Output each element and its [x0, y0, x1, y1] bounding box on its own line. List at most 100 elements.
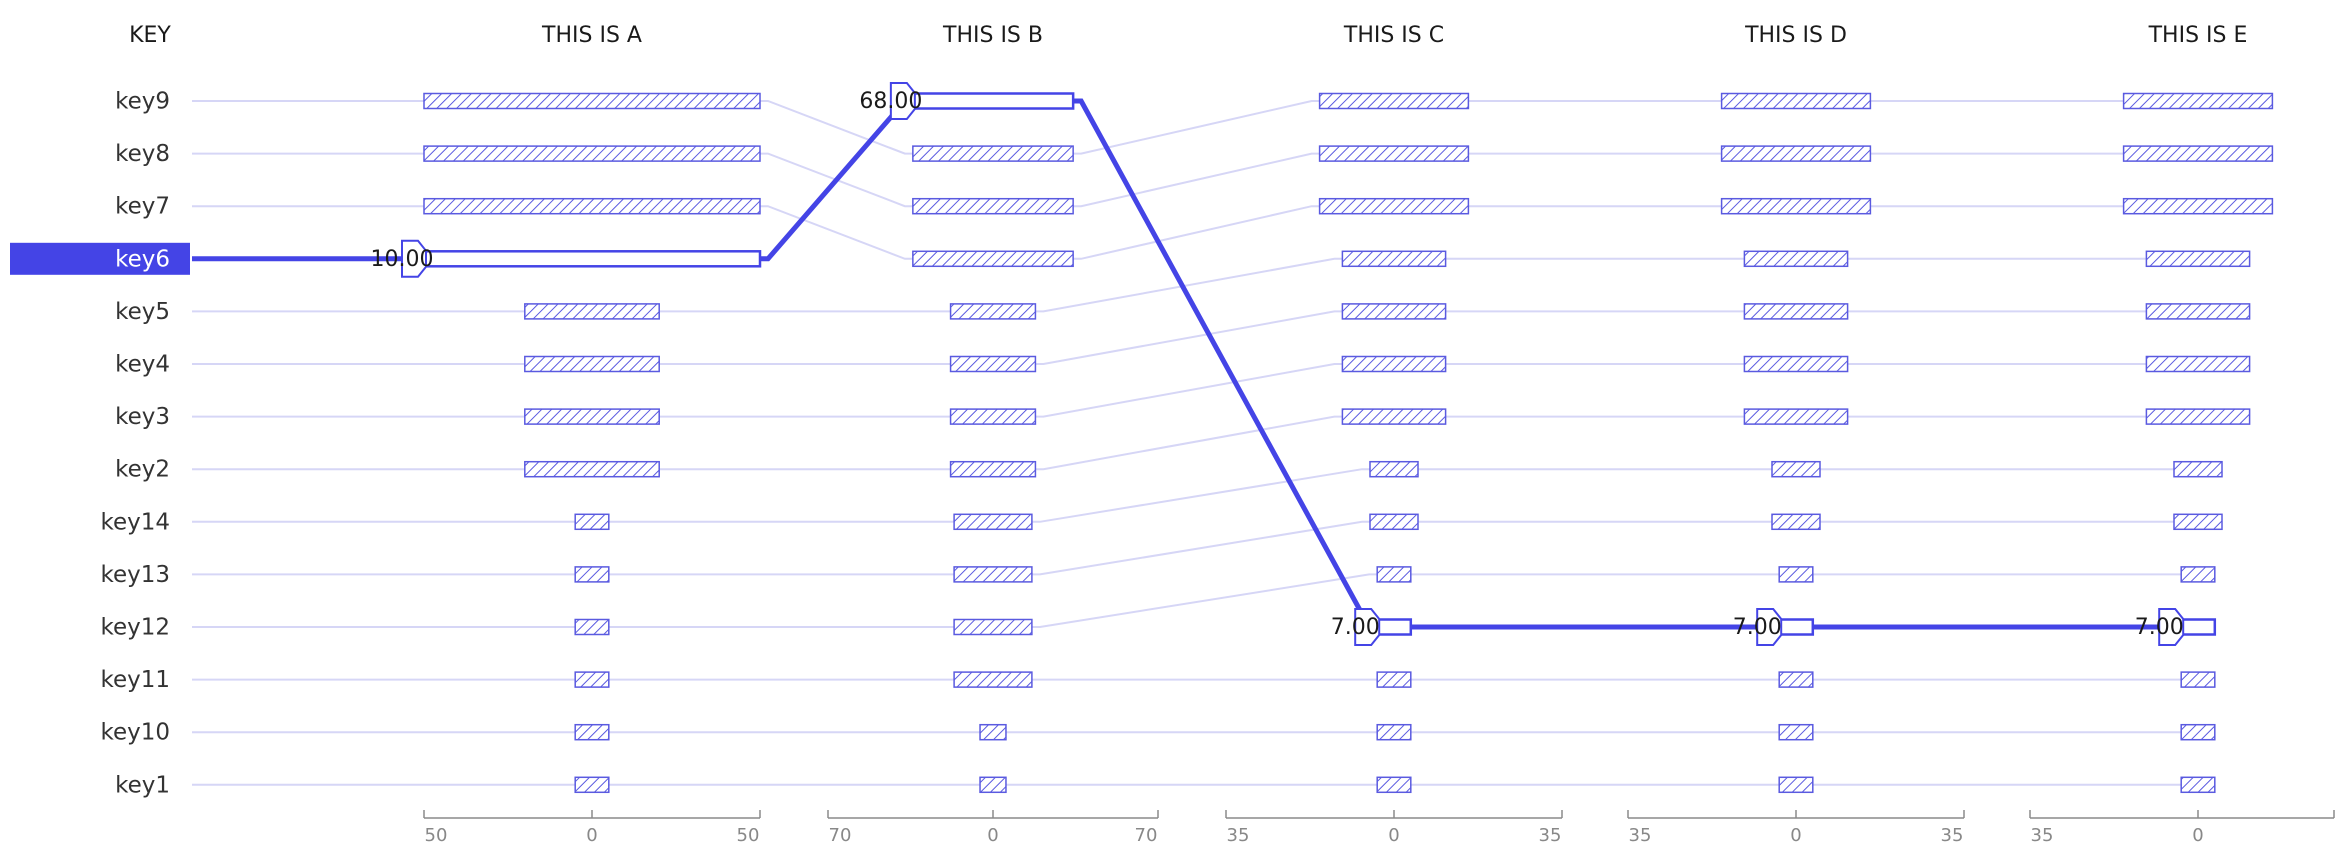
bar-2-key3	[1341, 355, 1447, 373]
link-1-key2	[1035, 415, 1343, 471]
bar-0-key3	[524, 408, 660, 425]
link-1-key5	[1035, 257, 1343, 313]
bar-4-key11	[2180, 671, 2216, 688]
bar-2-key2	[1341, 408, 1447, 425]
bar-4-key8	[2122, 145, 2274, 162]
link-1-key13	[1031, 520, 1370, 576]
bar-2-key6	[1375, 618, 1413, 636]
bar-0-key11	[574, 671, 610, 688]
bar-2-key10	[1376, 723, 1412, 741]
bar-1-key8	[912, 197, 1074, 215]
bar-4-key4	[2145, 303, 2251, 320]
tick-label-2-2: 35	[1539, 825, 1562, 846]
bar-4-key3	[2145, 355, 2251, 373]
bar-2-key5	[1341, 250, 1447, 268]
bar-1-key1	[979, 776, 1007, 794]
value-marker-2	[1354, 608, 1381, 646]
link-1-key8	[1073, 152, 1320, 208]
bar-3-key6	[1777, 618, 1815, 636]
key-highlight-box	[10, 242, 190, 275]
bar-0-key1	[574, 776, 610, 794]
bar-0-key6	[422, 250, 762, 268]
bar-1-key7	[912, 250, 1074, 268]
bar-1-key10	[979, 723, 1007, 741]
bar-3-key2	[1743, 408, 1849, 425]
bar-2-key9	[1318, 92, 1470, 110]
bar-4-key2	[2145, 408, 2251, 425]
bar-2-key7	[1318, 197, 1470, 215]
bar-1-key4	[949, 355, 1037, 373]
key-label-key2: key2	[115, 457, 170, 483]
key-label-key9: key9	[115, 89, 170, 115]
bar-3-key3	[1743, 355, 1849, 373]
bar-3-key12	[1778, 566, 1814, 583]
bar-0-key8	[423, 145, 761, 162]
bar-4-key5	[2145, 250, 2251, 268]
bar-4-key6	[2179, 618, 2217, 636]
value-label-3: 7.00	[1733, 615, 1782, 640]
key-label-key5: key5	[115, 299, 170, 325]
bar-1-key2	[949, 460, 1037, 478]
key-label-key8: key8	[115, 141, 170, 167]
bar-1-key6	[911, 92, 1075, 110]
link-1-key3	[1035, 363, 1343, 418]
link-0-key7	[760, 205, 913, 260]
bar-2-key11	[1376, 671, 1412, 688]
key-label-key10: key10	[100, 720, 170, 746]
value-label-2: 7.00	[1331, 615, 1380, 640]
highlight-layer	[192, 82, 2185, 646]
key-label-key4: key4	[115, 352, 170, 378]
bar-4-key10	[2180, 723, 2216, 741]
tick-label-3-0: 35	[1629, 825, 1652, 846]
bar-2-key8	[1318, 145, 1470, 162]
bar-3-key7	[1720, 197, 1872, 215]
bar-1-key12	[953, 618, 1033, 636]
key-label-key13: key13	[100, 562, 170, 588]
bar-2-key13	[1369, 513, 1419, 531]
bar-0-key7	[423, 197, 761, 215]
column-title-3: THIS IS D	[1744, 23, 1847, 48]
bar-0-key2	[524, 460, 660, 478]
link-1-key9	[1073, 100, 1320, 155]
bar-3-key5	[1743, 250, 1849, 268]
link-1-key7	[1073, 205, 1320, 260]
value-label-4: 7.00	[2135, 615, 2184, 640]
tick-label-3-1: 0	[1790, 825, 1801, 846]
link-0-key6	[760, 98, 913, 262]
bar-1-key5	[949, 303, 1037, 320]
bar-1-key3	[949, 408, 1037, 425]
bar-0-key5	[524, 303, 660, 320]
bar-3-key1	[1778, 776, 1814, 794]
tick-label-3-2: 35	[1941, 825, 1964, 846]
bar-4-key12	[2180, 566, 2216, 583]
bar-2-key4	[1341, 303, 1447, 320]
bar-0-key13	[574, 566, 610, 583]
bar-0-key9	[423, 92, 761, 110]
tick-label-4-1: 0	[2192, 825, 2203, 846]
bar-3-key4	[1743, 303, 1849, 320]
bar-3-key14	[1771, 460, 1821, 478]
column-title-0: THIS IS A	[541, 23, 642, 48]
key-label-key12: key12	[100, 615, 170, 641]
value-label-1: 68.00	[859, 89, 922, 114]
bar-1-key13	[953, 566, 1033, 583]
tick-label-2-1: 0	[1388, 825, 1399, 846]
value-marker-1	[889, 82, 916, 120]
links-layer	[192, 100, 2182, 786]
bar-4-key1	[2180, 776, 2216, 794]
bar-0-key12	[574, 618, 610, 636]
bar-3-key9	[1720, 92, 1872, 110]
key-label-key14: key14	[100, 509, 170, 535]
key-label-key3: key3	[115, 404, 170, 430]
key-label-key7: key7	[115, 194, 170, 220]
tick-label-0-1: 0	[586, 825, 597, 846]
bar-4-key7	[2122, 197, 2274, 215]
bar-1-key11	[953, 671, 1033, 688]
value-marker-3	[1756, 608, 1783, 646]
tick-label-4-0: 35	[2031, 825, 2054, 846]
bar-1-key14	[953, 513, 1033, 531]
link-1-key12	[1031, 573, 1378, 628]
tick-label-0-0: 50	[425, 825, 448, 846]
bar-0-key14	[574, 513, 610, 531]
tick-label-0-2: 50	[737, 825, 760, 846]
